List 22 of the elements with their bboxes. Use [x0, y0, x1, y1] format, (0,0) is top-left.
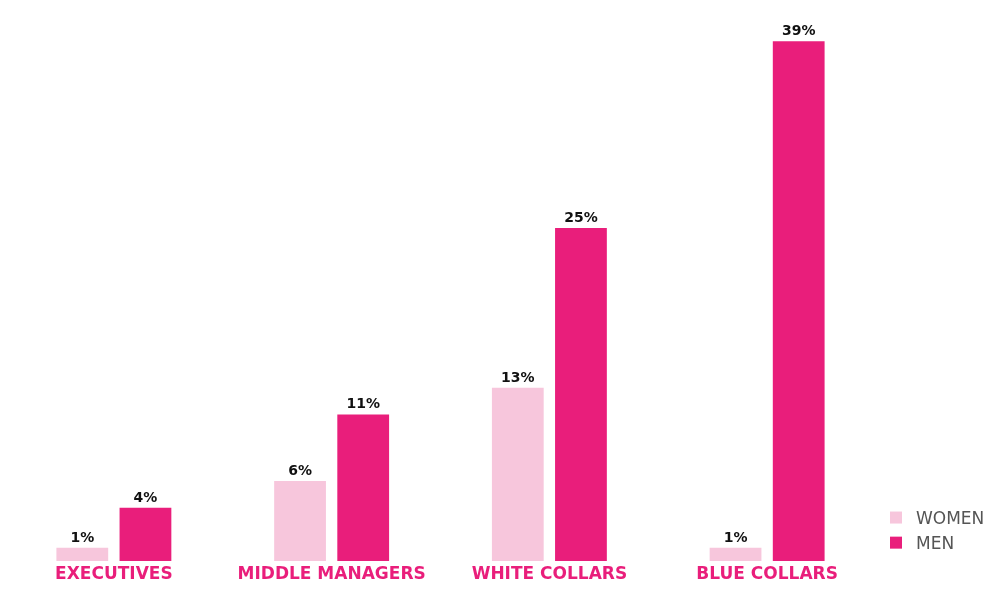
- bar: [119, 507, 172, 561]
- bar: [56, 547, 109, 561]
- x-tick-label: BLUE COLLARS: [696, 563, 838, 583]
- bar: [709, 547, 762, 561]
- data-label: 4%: [133, 488, 158, 505]
- bar: [772, 41, 825, 561]
- data-label: 11%: [346, 395, 380, 412]
- x-tick-label: EXECUTIVES: [55, 563, 173, 583]
- legend-label: MEN: [916, 533, 955, 554]
- bar: [491, 387, 544, 561]
- data-label: 13%: [501, 368, 535, 385]
- x-tick-label: MIDDLE MANAGERS: [237, 563, 426, 583]
- bar: [274, 481, 326, 561]
- data-label: 25%: [564, 208, 598, 225]
- bar: [555, 227, 607, 561]
- bar: [337, 414, 390, 561]
- data-label: 39%: [781, 22, 816, 39]
- data-label: 6%: [288, 462, 312, 479]
- legend-label: WOMEN: [916, 508, 985, 529]
- x-tick-label: WHITE COLLARS: [471, 563, 628, 583]
- data-label: 1%: [723, 528, 748, 545]
- data-label: 1%: [70, 528, 95, 545]
